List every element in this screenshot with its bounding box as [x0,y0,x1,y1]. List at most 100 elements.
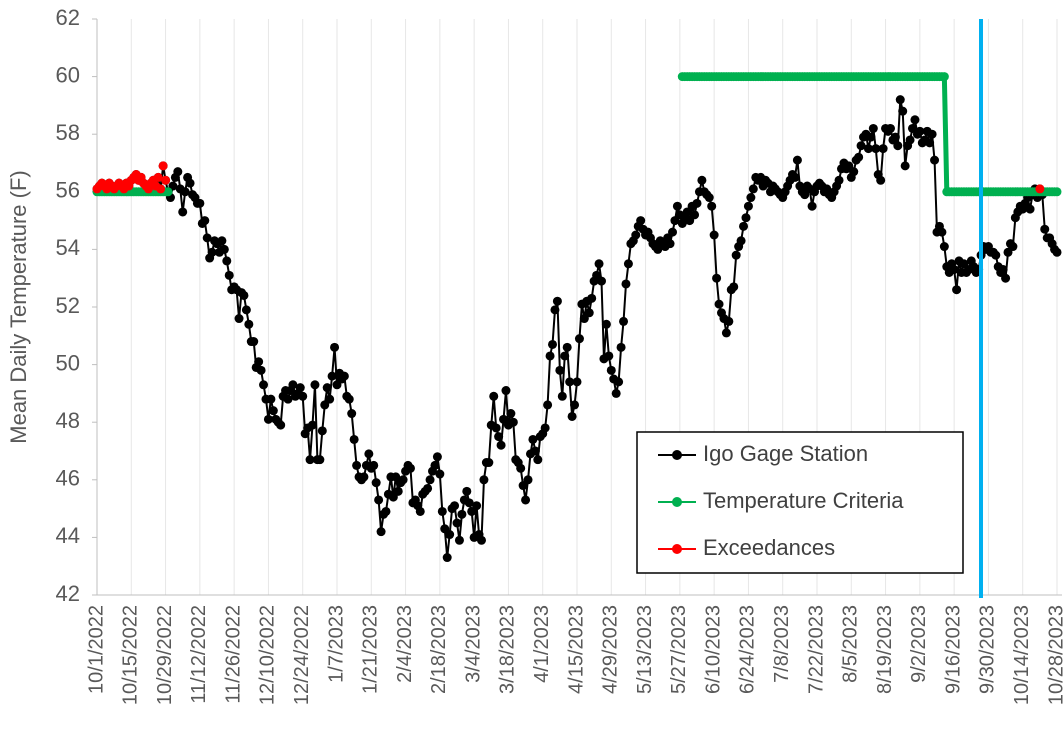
data-point [672,201,682,211]
data-point [369,460,379,470]
data-point [868,123,878,133]
data-point [707,201,717,211]
data-point [241,305,251,315]
data-point [288,380,298,390]
y-tick-label: 54 [56,235,80,260]
y-tick-label: 46 [56,466,80,491]
data-point [484,458,494,468]
x-tick-label: 9/2/2023 [908,605,930,683]
data-point [185,178,195,188]
data-point [623,259,633,269]
data-point [464,498,474,508]
data-point [925,138,935,148]
data-point [636,216,646,226]
data-point [871,144,881,154]
data-point [234,314,244,324]
data-point [352,460,362,470]
data-point [330,342,340,352]
data-point [254,357,264,367]
data-point [528,434,538,444]
data-point [574,334,584,344]
x-tick-label: 12/10/2022 [257,605,279,705]
data-point [854,152,864,162]
x-tick-label: 11/12/2022 [188,605,210,704]
data-point [308,420,318,430]
data-point [743,201,753,211]
data-point [560,351,570,361]
x-tick-label: 4/1/2023 [531,605,553,683]
x-tick-label: 2/18/2023 [428,605,450,694]
data-point [435,469,445,479]
legend-label: Exceedances [703,535,835,560]
data-point [1025,204,1035,214]
y-tick-label: 62 [56,5,80,30]
data-point [496,440,506,450]
data-point [741,213,751,223]
data-point [339,371,349,381]
data-point [437,506,447,516]
data-point [239,290,249,300]
data-point [276,420,286,430]
data-point [317,426,327,436]
data-point [557,391,567,401]
data-point [709,230,719,240]
data-point [998,265,1008,275]
data-point [381,506,391,516]
x-tick-label: 8/19/2023 [874,605,896,694]
data-point [283,394,293,404]
x-tick-label: 11/26/2022 [222,605,244,704]
data-point [476,535,486,545]
data-point [1040,224,1050,234]
data-point [432,452,442,462]
data-point [991,250,1001,260]
data-point [180,187,190,197]
data-point [217,236,227,246]
x-tick-label: 1/7/2023 [325,605,347,683]
data-point [359,472,369,482]
data-point [259,380,269,390]
x-tick-label: 4/15/2023 [565,605,587,694]
plot-area [92,72,1062,563]
legend-marker [672,497,682,507]
data-point [207,247,217,257]
x-tick-label: 2/4/2023 [394,605,416,683]
y-tick-label: 42 [56,581,80,606]
data-point [937,227,947,237]
data-point [364,449,374,459]
data-point [863,144,873,154]
data-point [1052,187,1062,197]
data-point [712,273,722,283]
data-point [807,201,817,211]
data-point [930,155,940,165]
y-tick-label: 52 [56,293,80,318]
data-point [587,293,597,303]
data-point [748,184,758,194]
data-point [298,391,308,401]
data-point [736,236,746,246]
y-axis-label: Mean Daily Temperature (F) [6,170,31,443]
data-point [163,187,173,197]
data-point [721,328,731,338]
data-point [322,383,332,393]
x-tick-label: 10/15/2022 [120,605,142,705]
data-point [614,377,624,387]
x-tick-label: 10/1/2022 [85,605,107,694]
x-tick-label: 3/18/2023 [497,605,519,694]
data-point [876,175,886,185]
data-point [374,495,384,505]
data-point [153,172,163,182]
data-point [521,495,531,505]
data-point [746,193,756,203]
data-point [792,155,802,165]
data-point [156,184,166,194]
data-point [173,167,183,177]
data-point [442,553,452,563]
legend-label: Temperature Criteria [703,488,904,513]
data-point [927,129,937,139]
data-point [327,371,337,381]
data-point [533,455,543,465]
data-point [295,383,305,393]
data-point [472,501,482,511]
y-tick-label: 58 [56,120,80,145]
data-point [244,319,254,329]
